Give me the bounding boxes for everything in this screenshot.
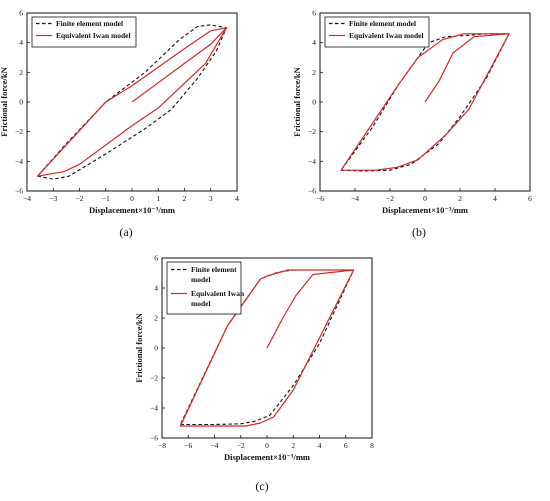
y-tick-label: −6 [308,187,316,196]
y-tick-label: 4 [19,38,23,47]
legend-label: Finite element [191,265,237,274]
legend-box [31,16,137,48]
y-tick-label: −2 [150,374,158,383]
chart-panel-0: −4 −3 −2 −1 0 1 2 3 4−6−4−20246Displacement×10⁻³… [0,9,239,240]
series-line-equivalent-iwan [179,269,355,427]
series-line-equivalent-iwan [340,33,510,171]
y-tick-label: −4 [150,404,158,413]
x-tick-label: 3 [209,194,213,203]
y-tick-label: 6 [312,9,316,18]
y-tick-label: −6 [15,187,23,196]
x-axis-label: Displacement×10⁻³/mm [89,205,175,215]
x-tick-label: 6 [344,441,348,450]
series-line-finite-element [340,33,510,172]
y-tick-label: −2 [308,127,316,136]
x-tick-label: −4 [351,194,359,203]
y-tick-label: −2 [15,127,23,136]
y-tick-label: 2 [312,68,316,77]
x-tick-label: 4 [235,194,239,203]
y-tick-label: 6 [19,9,23,18]
x-tick-label: 4 [493,194,497,203]
y-tick-label: −4 [15,157,23,166]
x-tick-label: −8 [158,441,166,450]
y-tick-label: 2 [154,314,158,323]
legend-label: Finite element model [56,19,123,28]
series-line-finite-element [37,24,228,180]
panel-label: (c) [255,479,268,493]
x-tick-label: −2 [386,194,394,203]
panel-label: (a) [119,225,132,239]
y-axis-label: Frictional force/kN [0,66,9,136]
x-tick-label: 2 [183,194,187,203]
legend-label: Equivalent Iwan [191,289,245,298]
y-tick-label: 4 [154,284,158,293]
y-tick-label: −4 [308,157,316,166]
panel-label: (b) [412,225,426,239]
x-tick-label: 0 [423,194,427,203]
legend-box [166,261,242,315]
x-tick-label: 2 [291,441,295,450]
y-axis-label: Frictional force/kN [292,66,302,136]
series-line-equivalent-iwan [36,27,228,177]
chart-panel-1: −6 −4 −2 0 2 4 6 −6 −4 −2 0 2 4 6 Displacement×10⁻³/mm… [292,9,532,240]
legend-label: Finite element model [349,19,416,28]
x-tick-label: −4 [211,441,219,450]
legend-label-cont: model [191,299,211,308]
x-axis-label: Displacement×10⁻³/mm [382,205,468,215]
x-tick-label: 6 [528,194,532,203]
x-tick-label: −2 [76,194,84,203]
legend-label-cont: model [191,275,211,284]
x-tick-label: −2 [237,441,245,450]
x-tick-label: 0 [130,194,134,203]
y-tick-label: 4 [312,38,316,47]
x-tick-label: 0 [265,441,269,450]
x-axis-label: Displacement×10⁻³/mm [224,452,310,462]
x-tick-label: −6 [316,194,324,203]
x-tick-label: 8 [370,441,374,450]
x-tick-label: 2 [458,194,462,203]
x-tick-label: −6 [184,441,192,450]
x-tick-label: 4 [318,441,322,450]
y-tick-label: 0 [19,98,23,107]
x-tick-label: 1 [156,194,160,203]
y-tick-label: 0 [154,344,158,353]
chart-panel-2: −8 −6 −4 −2 0 2 4 6 8−6−4−20246Displacement×10⁻³… [134,254,374,494]
legend-label: Equivalent Iwan model [56,31,131,40]
y-tick-label: 2 [19,68,23,77]
x-tick-label: −3 [49,194,57,203]
y-axis-label: Frictional force/kN [134,312,144,382]
x-tick-label: −4 [23,194,31,203]
x-tick-label: −1 [102,194,110,203]
y-tick-label: −6 [150,434,158,443]
y-tick-label: 6 [154,254,158,263]
y-tick-label: 0 [312,98,316,107]
legend-box [324,16,430,48]
legend-label: Equivalent Iwan model [349,31,424,40]
